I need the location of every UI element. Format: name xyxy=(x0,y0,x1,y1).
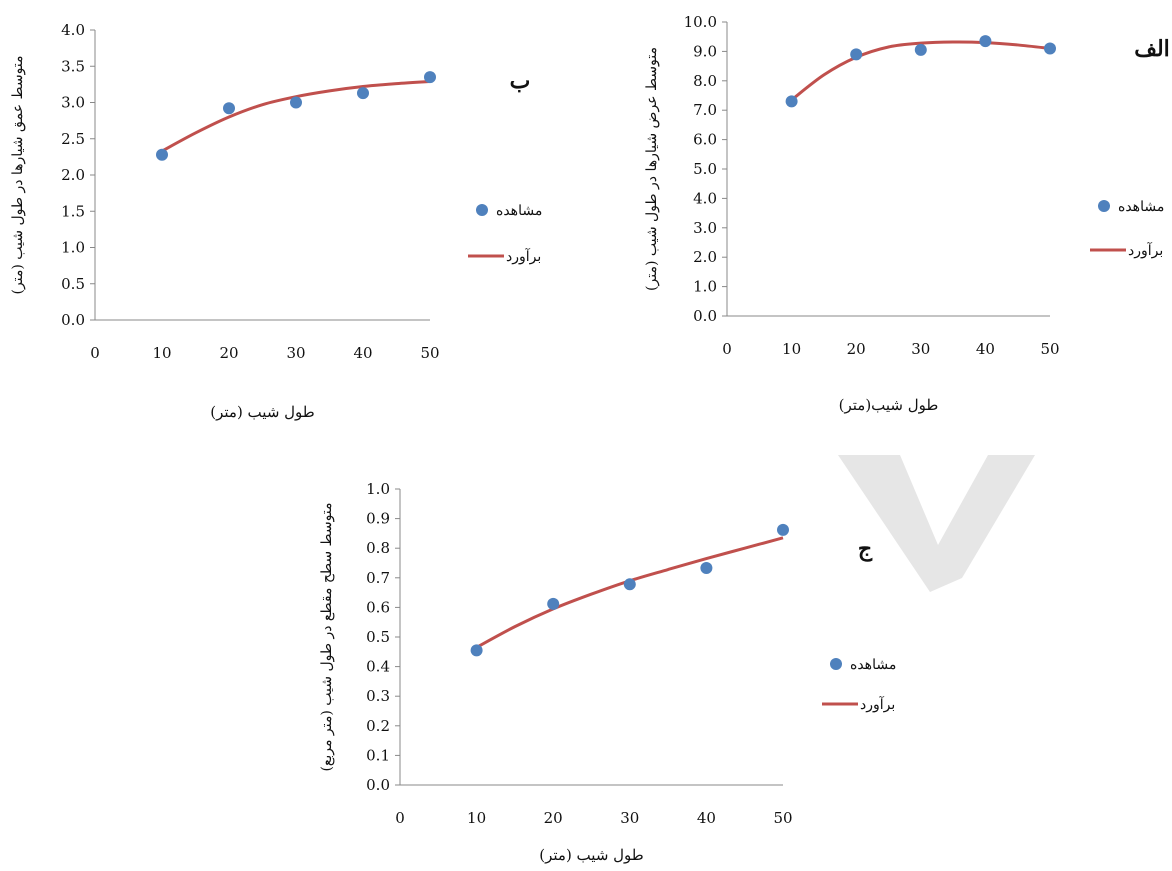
panel-label: الف xyxy=(1134,36,1170,62)
x-tick-label: 10 xyxy=(152,344,171,362)
observed-point xyxy=(623,578,636,591)
legend-observed-label: مشاهده xyxy=(496,203,542,219)
y-tick-label: 6.0 xyxy=(693,131,717,149)
chart-b: 0.0 0.5 1.0 1.5 2.0 2.5 3.0 3.5 4.0 0 10 20 30 40 50 ب م… xyxy=(10,21,542,421)
observed-point xyxy=(290,96,302,109)
chart-jim: 0.0 0.1 0.2 0.3 0.4 0.5 0.6 0.7 0.8 0.9 1.0 0 10 20 30… xyxy=(319,480,896,864)
y-tick-label: 2.0 xyxy=(693,248,717,266)
observed-point xyxy=(547,597,560,610)
legend-observed-label: مشاهده xyxy=(850,657,896,673)
observed-point xyxy=(777,523,789,536)
legend-estimated-label: برآورد xyxy=(506,247,541,265)
y-tick-label: 0.7 xyxy=(366,569,390,587)
y-tick-label: 0.2 xyxy=(366,717,390,735)
observed-point xyxy=(424,71,436,84)
y-tick-label: 0.5 xyxy=(366,628,390,646)
estimated-series-line xyxy=(161,79,431,153)
y-tick-label: 1.0 xyxy=(61,239,85,257)
x-tick-label: 20 xyxy=(544,809,563,827)
y-tick-label: 3.5 xyxy=(61,57,85,75)
observed-point xyxy=(850,48,863,61)
x-axis-label: طول شیب (متر) xyxy=(539,846,644,864)
x-axis-label: طول شیب(متر) xyxy=(839,396,939,414)
observed-point xyxy=(223,102,235,115)
y-tick-label: 0.5 xyxy=(61,275,85,293)
chart-alef: 0.0 1.0 2.0 3.0 4.0 5.0 6.0 7.0 8.0 9.0 10.0 0 10 20 3… xyxy=(644,13,1170,414)
observed-point xyxy=(357,87,369,100)
y-tick-label: 0.4 xyxy=(366,658,390,676)
x-tick-label: 20 xyxy=(847,340,866,358)
observed-point xyxy=(156,148,168,161)
y-tick-label: 3.0 xyxy=(693,219,717,237)
watermark-shape xyxy=(838,455,1035,592)
observed-point xyxy=(785,95,798,108)
y-tick-label: 5.0 xyxy=(693,160,717,178)
panel-label: ج xyxy=(858,536,873,562)
y-tick-label: 0.0 xyxy=(693,307,717,325)
observed-point xyxy=(979,35,992,48)
y-tick-label: 1.5 xyxy=(61,202,85,220)
x-tick-label: 0 xyxy=(395,809,405,827)
y-tick-label: 0.3 xyxy=(366,687,390,705)
x-tick-label: 20 xyxy=(219,344,238,362)
x-tick-label: 30 xyxy=(620,809,639,827)
observed-point xyxy=(700,562,713,575)
x-tick-label: 0 xyxy=(90,344,100,362)
y-axis-label: متوسط سطح مقطع در طول شیب (متر مربع) xyxy=(319,502,335,771)
observed-point xyxy=(1044,42,1056,55)
y-axis-label: متوسط عرض شیارها در طول شیب (متر) xyxy=(644,47,660,291)
legend-observed-marker xyxy=(476,204,488,216)
y-tick-label: 7.0 xyxy=(693,101,717,119)
y-tick-label: 9.0 xyxy=(693,42,717,60)
observed-point xyxy=(470,644,483,657)
x-tick-label: 30 xyxy=(286,344,305,362)
x-tick-label: 40 xyxy=(353,344,372,362)
legend-observed-marker xyxy=(1098,200,1110,212)
legend-estimated-label: برآورد xyxy=(1128,241,1163,259)
y-tick-label: 2.0 xyxy=(61,166,85,184)
y-tick-label: 0.1 xyxy=(366,746,390,764)
x-tick-label: 10 xyxy=(467,809,486,827)
x-tick-label: 0 xyxy=(722,340,732,358)
x-tick-label: 50 xyxy=(420,344,439,362)
y-tick-label: 3.0 xyxy=(61,94,85,112)
x-tick-label: 40 xyxy=(697,809,716,827)
x-tick-label: 10 xyxy=(782,340,801,358)
panel-label: ب xyxy=(510,68,531,94)
x-tick-label: 30 xyxy=(911,340,930,358)
y-tick-label: 4.0 xyxy=(61,21,85,39)
estimated-series-line xyxy=(475,536,784,649)
x-tick-label: 50 xyxy=(773,809,792,827)
y-axis-label: متوسط عمق شیارها در طول شیب (متر) xyxy=(10,55,26,294)
y-tick-label: 0.9 xyxy=(366,510,390,528)
y-tick-label: 0.6 xyxy=(366,598,390,616)
estimated-series-line xyxy=(790,40,1051,102)
y-tick-label: 10.0 xyxy=(684,13,717,31)
x-tick-label: 50 xyxy=(1040,340,1059,358)
y-tick-label: 0.8 xyxy=(366,539,390,557)
y-tick-label: 0.0 xyxy=(61,311,85,329)
y-tick-label: 4.0 xyxy=(693,189,717,207)
y-tick-label: 8.0 xyxy=(693,72,717,90)
legend-estimated-label: برآورد xyxy=(860,695,895,713)
legend-observed-marker xyxy=(830,658,842,670)
observed-point xyxy=(914,43,927,56)
x-axis-label: طول شیب (متر) xyxy=(210,403,315,421)
y-tick-label: 0.0 xyxy=(366,776,390,794)
y-tick-label: 1.0 xyxy=(366,480,390,498)
y-tick-label: 1.0 xyxy=(693,278,717,296)
legend-observed-label: مشاهده xyxy=(1118,199,1164,215)
y-tick-label: 2.5 xyxy=(61,130,85,148)
x-tick-label: 40 xyxy=(976,340,995,358)
